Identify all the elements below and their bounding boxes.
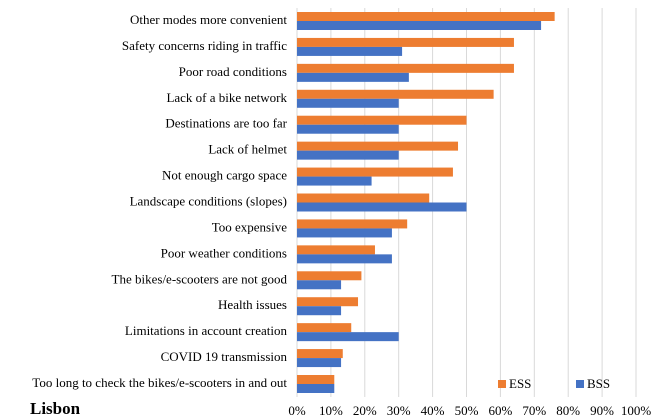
x-tick-label: 40% [421,403,445,418]
bar [297,63,514,73]
y-tick-label: Destinations are too far [165,116,287,131]
bar [297,141,459,151]
y-tick-label: Other modes more convenient [130,12,287,27]
bar [297,98,399,108]
x-tick-label: 100% [621,403,652,418]
x-tick-label: 10% [319,403,343,418]
bar [297,202,467,212]
bar [297,193,430,203]
bar [297,72,409,82]
legend-label: ESS [509,376,531,391]
bar [297,297,359,307]
x-tick-label: 50% [455,403,479,418]
y-tick-label: Safety concerns riding in traffic [122,38,287,53]
bar [297,219,408,229]
y-tick-label: Not enough cargo space [162,168,287,183]
y-tick-label: Lack of a bike network [166,90,287,105]
y-tick-label: Limitations in account creation [125,323,288,338]
x-tick-label: 60% [488,403,512,418]
y-tick-label: COVID 19 transmission [161,349,288,364]
x-tick-label: 70% [522,403,546,418]
chart-subtitle: Lisbon [30,399,81,418]
bar [297,37,514,47]
bar [297,358,342,368]
bar [297,124,399,134]
bar [297,254,392,264]
bar [297,332,399,342]
x-tick-label: 30% [387,403,411,418]
bar [297,245,375,255]
bar [297,271,362,281]
bar [297,228,392,238]
y-tick-label: Poor road conditions [179,64,287,79]
bar [297,375,335,384]
legend-swatch [576,380,584,388]
x-tick-label: 0% [288,403,306,418]
y-tick-label: Lack of helmet [208,142,287,157]
bar [297,349,343,359]
y-tick-label: The bikes/e-scooters are not good [112,271,288,286]
x-tick-label: 90% [590,403,614,418]
bar [297,176,372,186]
bar [297,46,403,56]
y-tick-label: Poor weather conditions [161,245,287,260]
bar [297,167,453,177]
x-tick-label: 20% [353,403,377,418]
legend-label: BSS [587,376,610,391]
y-tick-label: Health issues [218,297,287,312]
bar [297,21,542,30]
x-tick-label: 80% [556,403,580,418]
bar [297,280,342,290]
bar [297,89,494,99]
y-tick-label: Too expensive [212,219,287,234]
y-tick-label: Landscape conditions (slopes) [130,193,287,208]
bar [297,306,342,316]
bar [297,323,352,333]
bar [297,384,335,393]
y-tick-label: Too long to check the bikes/e-scooters i… [32,375,287,390]
bar [297,150,399,160]
bar [297,12,555,21]
bar [297,115,467,125]
legend-swatch [498,380,506,388]
